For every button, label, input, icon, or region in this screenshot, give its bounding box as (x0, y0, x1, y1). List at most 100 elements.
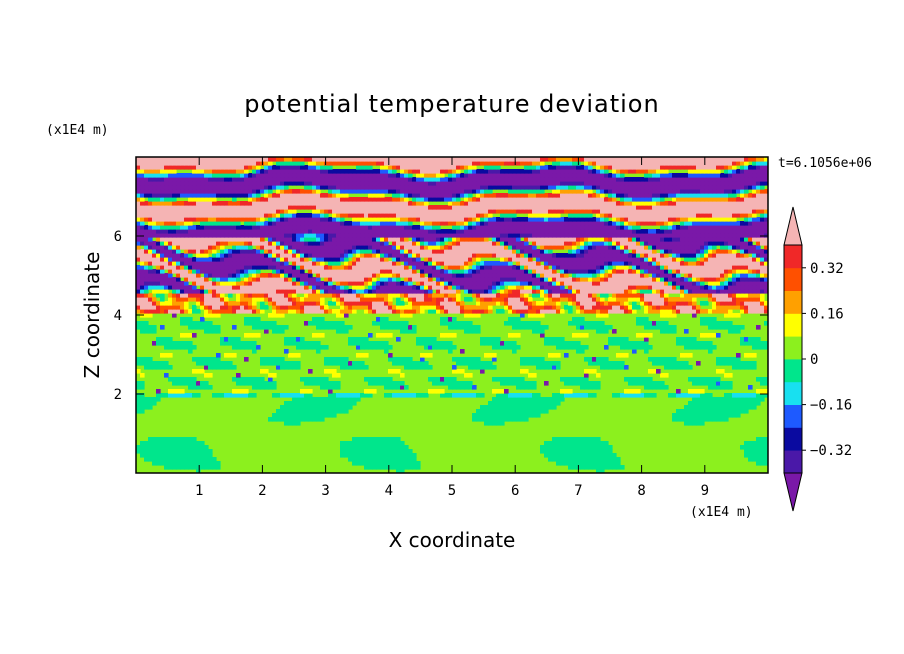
field-cell (440, 277, 445, 282)
field-cell (656, 269, 661, 274)
field-cell (708, 413, 713, 418)
field-cell (748, 293, 753, 298)
field-cell (252, 289, 257, 294)
field-cell (400, 465, 405, 470)
field-cell (412, 273, 417, 278)
field-cell (372, 253, 377, 258)
field-cell (516, 237, 521, 242)
field-cell (268, 233, 273, 238)
field-cell (348, 341, 353, 346)
field-cell (460, 381, 465, 386)
field-cell (208, 325, 213, 330)
field-cell (540, 265, 545, 270)
field-cell (612, 341, 617, 346)
field-cell (292, 241, 297, 246)
field-cell (544, 441, 549, 446)
field-cell (744, 409, 749, 414)
field-cell (564, 269, 569, 274)
field-cell (340, 325, 345, 330)
field-cell (224, 305, 229, 310)
field-cell (760, 257, 765, 262)
field-cell (680, 293, 685, 298)
field-cell (604, 261, 609, 266)
field-cell (596, 277, 601, 282)
field-cell (184, 333, 189, 338)
field-cell (536, 293, 541, 298)
field-cell (552, 237, 557, 242)
field-cell (676, 289, 681, 294)
field-cell (576, 281, 581, 286)
field-cell (380, 277, 385, 282)
field-cell (472, 277, 477, 282)
field-cell (220, 273, 225, 278)
field-cell (352, 297, 357, 302)
field-cell (360, 245, 365, 250)
field-cell (504, 261, 509, 266)
field-cell (168, 445, 173, 450)
field-cell (180, 297, 185, 302)
field-cell (220, 365, 225, 370)
field-cell (164, 457, 169, 462)
field-cell (164, 305, 169, 310)
field-cell (144, 237, 149, 242)
field-cell (444, 317, 449, 322)
field-cell (540, 357, 545, 362)
field-cell (620, 261, 625, 266)
field-cell (668, 241, 673, 246)
field-cell (532, 265, 537, 270)
field-cell (276, 325, 281, 330)
field-cell (524, 397, 529, 402)
field-cell (208, 261, 213, 266)
field-cell (524, 361, 529, 366)
field-cell (656, 361, 661, 366)
field-cell (192, 229, 197, 234)
field-cell (692, 277, 697, 282)
field-cell (732, 289, 737, 294)
field-cell (264, 329, 269, 334)
field-cell (148, 269, 153, 274)
field-cell (280, 261, 285, 266)
field-cell (292, 233, 297, 238)
field-cell (592, 237, 597, 242)
field-cell (320, 305, 325, 310)
field-cell (432, 341, 437, 346)
field-cell (704, 393, 709, 398)
field-cell (464, 285, 469, 290)
field-cell (440, 297, 445, 302)
field-cell (196, 233, 201, 238)
field-cell (640, 281, 645, 286)
field-cell (192, 441, 197, 446)
field-cell (396, 297, 401, 302)
field-cell (728, 413, 733, 418)
field-cell (504, 237, 509, 242)
field-cell (424, 281, 429, 286)
field-cell (468, 237, 473, 242)
field-cell (760, 253, 765, 258)
field-cell (456, 289, 461, 294)
field-cell (576, 457, 581, 462)
field-cell (352, 233, 357, 238)
field-cell (216, 289, 221, 294)
field-cell (708, 417, 713, 422)
field-cell (428, 265, 433, 270)
field-cell (596, 445, 601, 450)
field-cell (292, 261, 297, 266)
field-cell (740, 233, 745, 238)
field-cell (600, 361, 605, 366)
field-cell (180, 341, 185, 346)
field-cell (548, 401, 553, 406)
field-cell (752, 245, 757, 250)
field-cell (160, 361, 165, 366)
field-cell (384, 441, 389, 446)
field-cell (724, 381, 729, 386)
field-cell (216, 261, 221, 266)
field-cell (580, 317, 585, 322)
field-cell (460, 277, 465, 282)
field-cell (392, 269, 397, 274)
field-cell (336, 257, 341, 262)
field-cell (404, 329, 409, 334)
field-cell (320, 345, 325, 350)
field-cell (668, 329, 673, 334)
field-cell (580, 233, 585, 238)
field-cell (724, 233, 729, 238)
